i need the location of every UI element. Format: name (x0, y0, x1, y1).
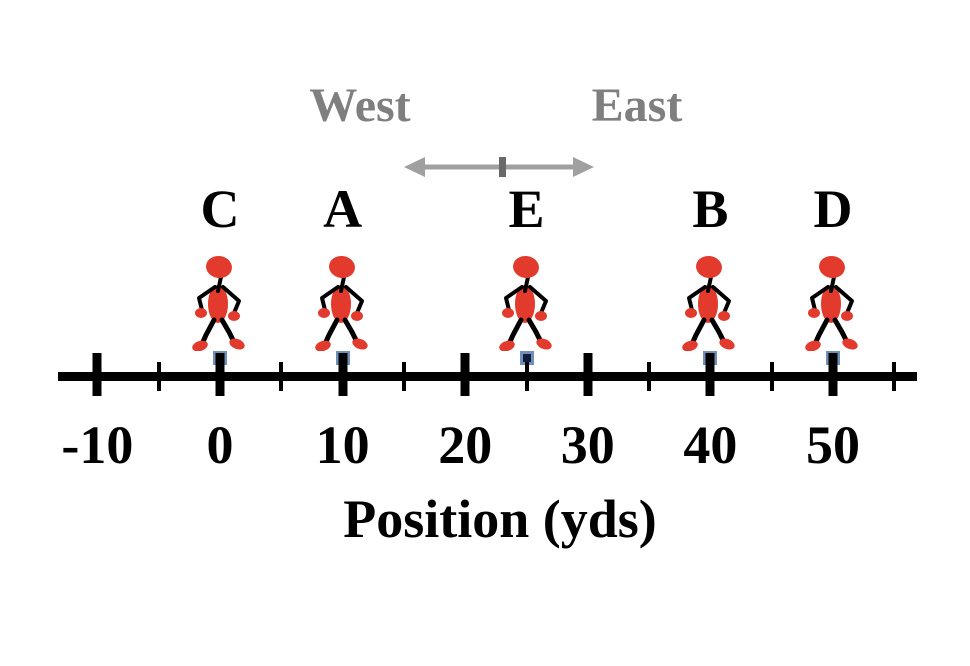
stick-figure-icon (192, 255, 245, 351)
major-tick--10 (92, 353, 102, 396)
major-tick-50 (828, 353, 838, 396)
walker-letter-E: E (508, 179, 545, 239)
minor-tick-15 (401, 362, 406, 391)
tick-label-50: 50 (806, 415, 860, 475)
stick-figure-icon (682, 255, 736, 351)
east-label: East (591, 79, 683, 132)
number-line (58, 372, 917, 381)
stick-figure-icon (314, 255, 368, 351)
tick-label-10: 10 (315, 415, 370, 475)
stick-figure-icon (805, 255, 858, 351)
major-tick-10 (338, 353, 348, 396)
tick-label--10: -10 (61, 415, 134, 475)
west-label: West (309, 79, 411, 132)
tick-label-0: 0 (206, 415, 234, 475)
major-tick-40 (705, 353, 715, 396)
axis-title: Position (yds) (343, 489, 657, 549)
walker-letter-C: C (200, 179, 240, 239)
major-tick-30 (583, 353, 593, 396)
tick-label-20: 20 (438, 415, 493, 475)
west-east-arrow-icon (404, 157, 594, 177)
minor-tick--5 (156, 362, 161, 391)
tick-label-30: 30 (560, 415, 615, 475)
minor-tick-35 (647, 362, 652, 391)
major-tick-20 (460, 353, 470, 396)
tick-label-40: 40 (683, 415, 738, 475)
walker-letter-D: D (813, 179, 853, 239)
walker-letter-A: A (323, 179, 363, 239)
minor-tick-45 (769, 362, 774, 391)
minor-tick-25 (524, 362, 529, 391)
minor-tick-5 (279, 362, 284, 391)
stick-figure-icon (498, 255, 552, 351)
walker-letter-B: B (692, 179, 729, 239)
major-tick-0 (215, 353, 225, 396)
minor-tick-55 (892, 362, 897, 391)
